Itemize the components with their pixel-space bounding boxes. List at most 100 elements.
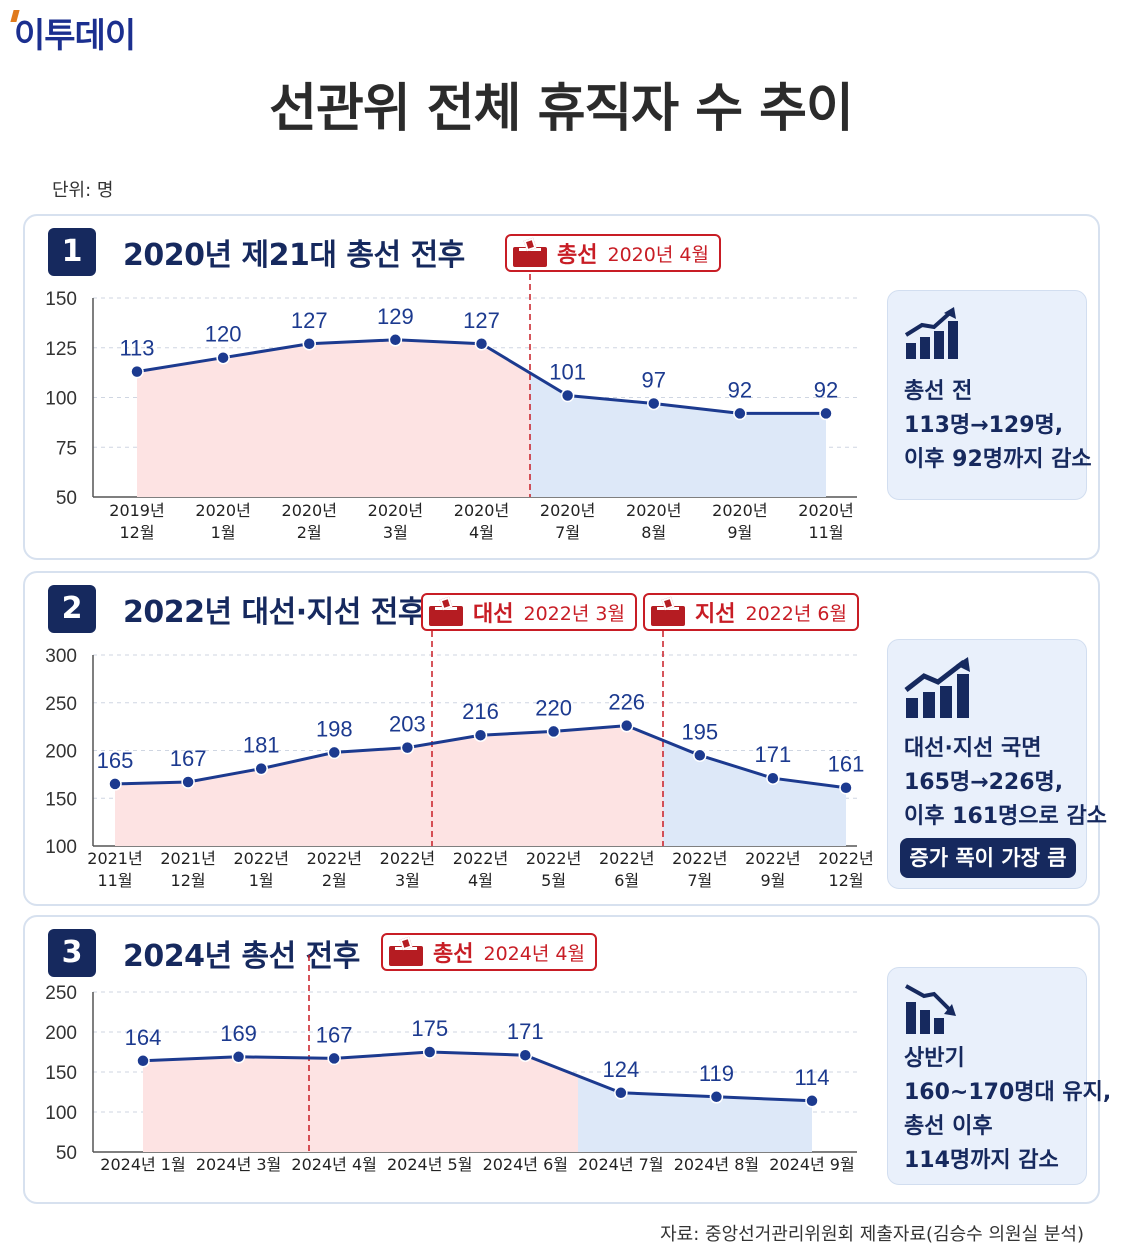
data-point [614, 1086, 628, 1100]
x-tick-label: 3월 [395, 871, 420, 890]
x-tick-label: 2020년 [195, 501, 250, 520]
data-point [733, 406, 747, 421]
data-label: 164 [125, 1025, 162, 1050]
data-label: 113 [119, 336, 154, 361]
data-label: 181 [243, 733, 280, 758]
y-tick-label: 100 [45, 837, 77, 858]
x-tick-label: 2022년 [307, 849, 362, 868]
x-tick-label: 2020년 [798, 501, 853, 520]
post-election-area [578, 1075, 812, 1152]
data-point [136, 1054, 150, 1068]
pre-election-area [137, 339, 530, 497]
x-tick-label: 1월 [249, 871, 274, 890]
x-tick-label: 12월 [119, 523, 154, 542]
summary-line-3: 이후 161명으로 감소 [904, 804, 1107, 829]
panel-number-badge: 2 [48, 585, 96, 633]
data-label: 198 [316, 716, 353, 741]
data-point [560, 388, 575, 403]
event-name: 지선 [695, 602, 736, 627]
data-label: 167 [316, 1022, 353, 1047]
y-tick-label: 150 [45, 1063, 77, 1084]
bar-chart-up-icon [904, 307, 958, 359]
data-point [709, 1090, 724, 1104]
data-label: 165 [97, 748, 134, 773]
y-tick-label: 125 [45, 339, 77, 360]
data-label: 167 [170, 746, 207, 771]
x-tick-label: 2024년 7월 [578, 1155, 663, 1174]
ballot-box-icon [513, 237, 547, 267]
x-tick-label: 2021년 [87, 849, 142, 868]
summary-box: 대선·지선 국면 165명→226명, 이후 161명으로 감소 증가 폭이 가… [887, 639, 1107, 889]
summary-line-4: 114명까지 감소 [904, 1148, 1059, 1173]
line-chart-2022: 100 150 200 250 300 165 2021년 11월 167 2021년 12월 181… [45, 611, 874, 890]
data-point [805, 1094, 819, 1108]
panel-2022: 2 2022년 대선·지선 전후 100 150 200 250 300 165 2021년… [23, 571, 1107, 906]
x-tick-label: 2019년 [109, 501, 164, 520]
summary-line-2: 165명→226명, [904, 770, 1064, 795]
summary-line-3: 총선 이후 [904, 1114, 993, 1139]
summary-line-2: 113명→129명, [904, 413, 1064, 438]
event-name: 총선 [433, 942, 474, 967]
data-point [839, 780, 853, 795]
x-tick-label: 4월 [468, 871, 493, 890]
data-label: 171 [755, 742, 792, 767]
x-tick-label: 7월 [687, 871, 712, 890]
data-label: 220 [535, 695, 572, 720]
x-tick-label: 2022년 [672, 849, 727, 868]
unit-label: 단위: 명 [52, 180, 114, 201]
data-label: 129 [377, 304, 414, 329]
highlight-badge: 증가 폭이 가장 큼 [900, 838, 1076, 878]
y-tick-label: 100 [45, 1103, 77, 1124]
x-tick-label: 9월 [727, 523, 752, 542]
x-tick-label: 2022년 [233, 849, 288, 868]
summary-box: 상반기 160~170명대 유지, 총선 이후 114명까지 감소 [887, 967, 1111, 1185]
event-tag-presidential-election: 대선 2022년 3월 [421, 593, 637, 631]
event-date: 2024년 4월 [483, 942, 585, 965]
series-line [142, 1050, 813, 1103]
data-point [108, 777, 122, 791]
data-label: 203 [389, 712, 426, 737]
event-name: 총선 [557, 243, 598, 268]
data-point [647, 396, 661, 411]
event-date: 2022년 6월 [745, 602, 847, 625]
summary-line-3: 이후 92명까지 감소 [904, 447, 1092, 472]
y-tick-label: 150 [45, 289, 77, 310]
pre-election-area [115, 725, 663, 846]
x-tick-label: 11월 [97, 871, 132, 890]
x-tick-label: 2024년 3월 [196, 1155, 281, 1174]
x-tick-label: 9월 [760, 871, 785, 890]
panel-number-badge: 3 [48, 929, 96, 977]
x-tick-label: 12월 [171, 871, 206, 890]
x-tick-label: 8월 [641, 523, 666, 542]
data-point [327, 1051, 341, 1066]
data-point [693, 748, 707, 763]
summary-line-2: 160~170명대 유지, [904, 1080, 1112, 1105]
ballot-box-icon [389, 936, 423, 966]
panel-number-badge: 1 [48, 228, 96, 276]
x-tick-label: 2022년 [380, 849, 435, 868]
data-point [130, 364, 144, 379]
data-label: 92 [728, 377, 752, 402]
y-tick-label: 200 [45, 742, 77, 763]
data-point [181, 775, 195, 789]
x-tick-label: 2022년 [599, 849, 654, 868]
data-label: 119 [699, 1061, 734, 1086]
x-tick-label: 2021년 [160, 849, 215, 868]
x-tick-label: 2024년 4월 [291, 1155, 376, 1174]
summary-line-1: 대선·지선 국면 [904, 736, 1042, 761]
data-point [216, 350, 230, 365]
event-date: 2020년 4월 [607, 243, 709, 266]
summary-line-1: 총선 전 [904, 379, 973, 404]
data-label: 216 [462, 699, 499, 724]
source-note: 자료: 중앙선거관리위원회 제출자료(김승수 의원실 분석) [660, 1224, 1084, 1245]
event-name: 대선 [473, 602, 514, 627]
data-label: 101 [549, 360, 586, 385]
x-tick-label: 5월 [541, 871, 566, 890]
data-label: 97 [642, 367, 666, 392]
y-tick-label: 300 [45, 646, 77, 667]
data-point [400, 740, 415, 755]
data-label: 114 [794, 1065, 829, 1090]
y-tick-label: 75 [56, 438, 77, 459]
y-tick-label: 250 [45, 694, 77, 715]
data-label: 124 [602, 1057, 639, 1082]
